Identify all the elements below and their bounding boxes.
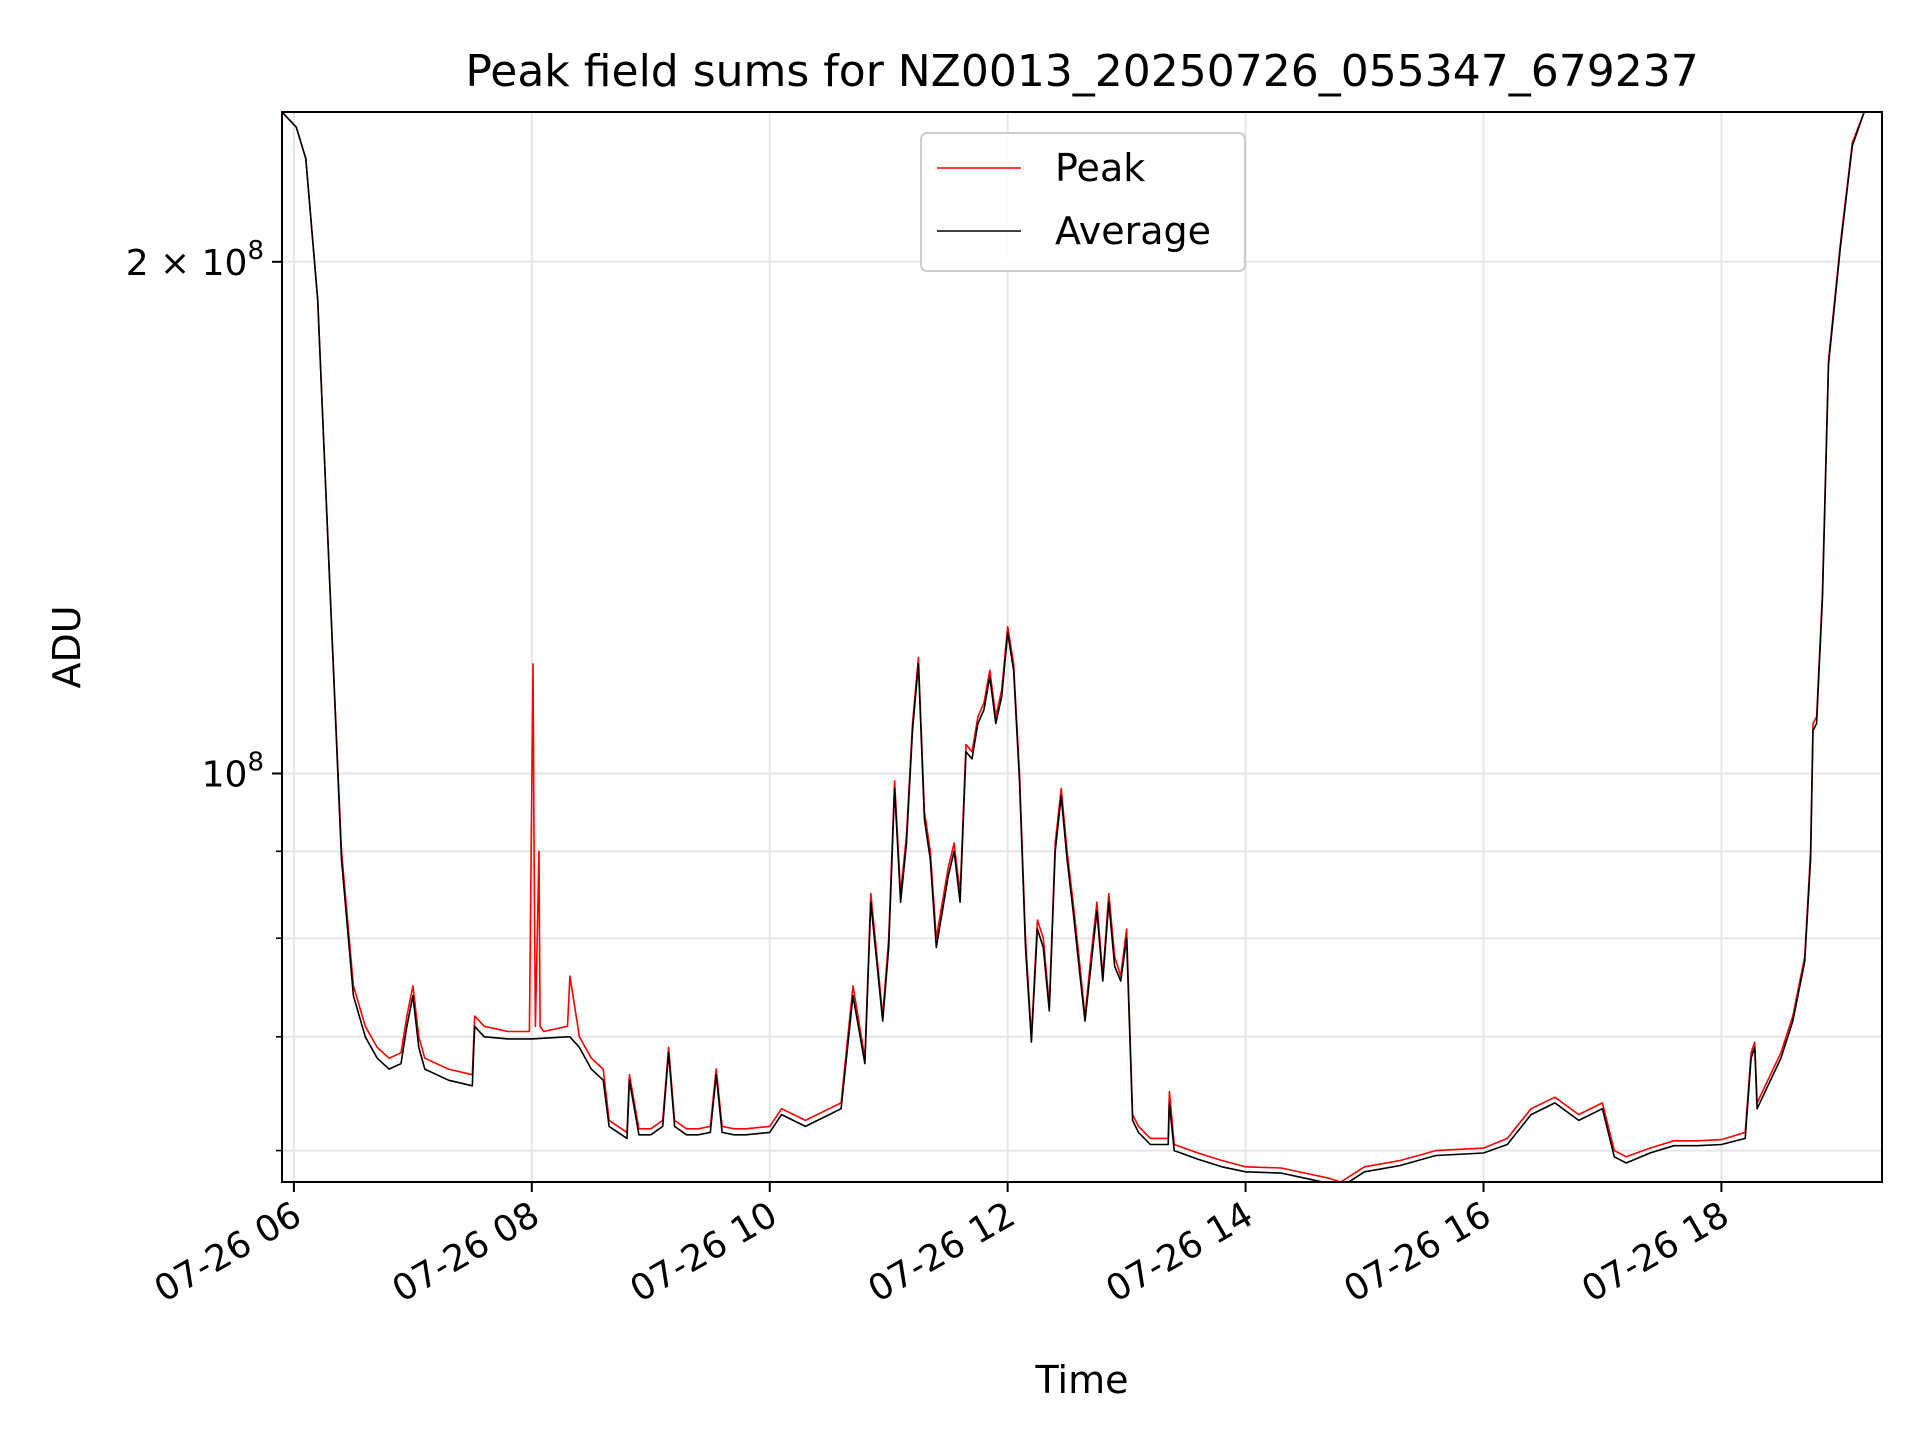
y-tick-label-exponent: 8 bbox=[247, 747, 264, 777]
y-tick-label: 2 × 108 bbox=[126, 236, 264, 284]
legend: Peak Average bbox=[920, 132, 1246, 272]
y-tick-label-exponent: 8 bbox=[247, 236, 264, 266]
legend-average-label: Average bbox=[1055, 209, 1211, 253]
series-group bbox=[282, 112, 1882, 1182]
y-axis-label: ADU bbox=[45, 605, 89, 688]
chart-title: Peak field sums for NZ0013_20250726_0553… bbox=[465, 46, 1698, 97]
x-axis-label: Time bbox=[1035, 1358, 1129, 1402]
series-line-average bbox=[282, 112, 1882, 1182]
legend-peak-label: Peak bbox=[1055, 146, 1145, 190]
plot-frame bbox=[281, 111, 1883, 1183]
y-tick-label: 108 bbox=[202, 747, 264, 795]
plot-area-background bbox=[282, 112, 1882, 1182]
y-tick-label-base: 10 bbox=[202, 754, 248, 795]
series-line-peak bbox=[282, 112, 1882, 1182]
y-tick-label-base: 2 × 10 bbox=[126, 243, 248, 284]
